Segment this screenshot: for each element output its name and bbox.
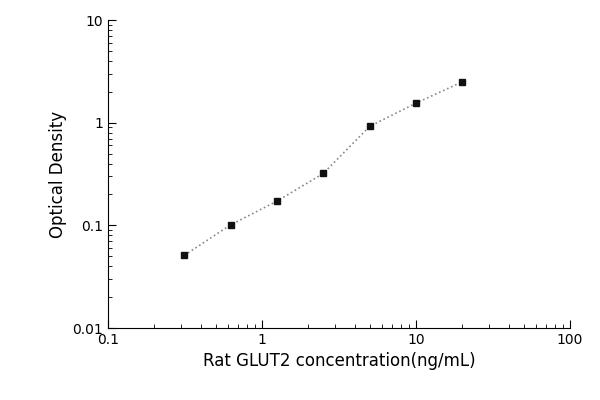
X-axis label: Rat GLUT2 concentration(ng/mL): Rat GLUT2 concentration(ng/mL) (203, 352, 475, 370)
Y-axis label: Optical Density: Optical Density (49, 110, 67, 238)
